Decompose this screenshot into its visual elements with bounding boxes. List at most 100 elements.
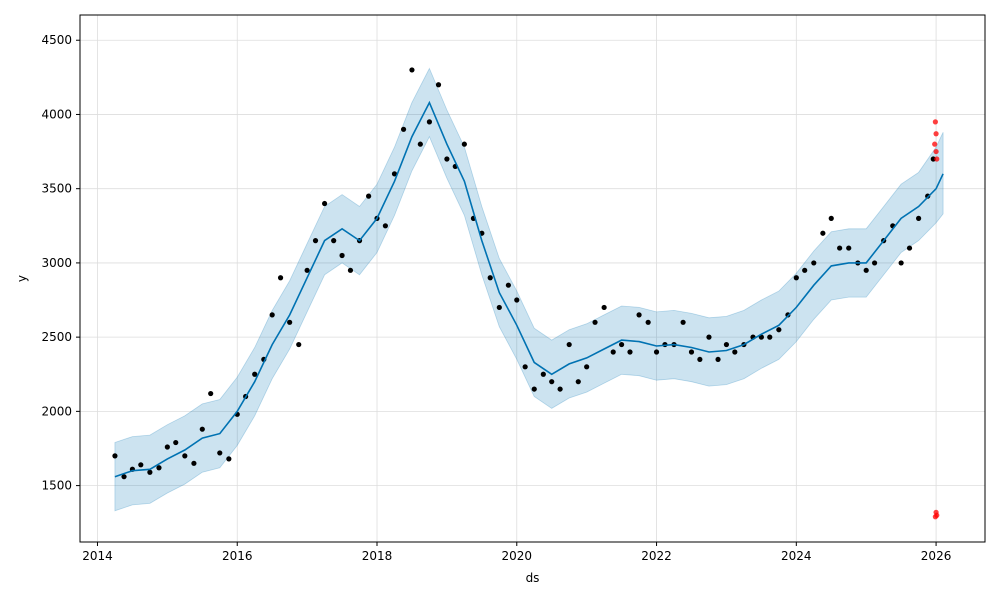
observed-point <box>514 297 520 303</box>
observed-point <box>645 319 651 325</box>
observed-point <box>400 126 407 132</box>
observed-point <box>680 319 686 325</box>
observed-point <box>505 282 511 288</box>
observed-point <box>121 474 127 480</box>
observed-point <box>191 460 197 466</box>
observed-point <box>208 390 214 397</box>
observed-point <box>837 245 843 251</box>
observed-point <box>601 304 607 311</box>
y-tick-label: 2000 <box>41 404 72 418</box>
observed-point <box>584 364 590 370</box>
observed-point <box>331 238 337 244</box>
observed-point <box>138 462 144 468</box>
observed-point <box>706 334 712 340</box>
observed-point <box>863 267 869 273</box>
observed-point <box>312 238 319 244</box>
y-tick-label: 4000 <box>41 107 72 121</box>
observed-point <box>820 230 826 236</box>
observed-point <box>461 141 467 147</box>
observed-point <box>811 260 817 266</box>
observed-point <box>557 386 563 392</box>
x-tick-label: 2014 <box>82 549 113 563</box>
y-tick-label: 2500 <box>41 330 72 344</box>
observed-point <box>846 245 852 251</box>
plot-frame <box>79 14 986 543</box>
x-tick-label: 2026 <box>921 549 952 563</box>
observed-point <box>653 349 660 355</box>
observed-point <box>540 371 546 377</box>
observed-point <box>296 341 302 348</box>
observed-point <box>732 349 738 355</box>
x-tick-label: 2016 <box>222 549 253 563</box>
observed-point <box>182 453 188 459</box>
x-tick-label: 2018 <box>362 549 393 563</box>
observed-point <box>366 193 372 199</box>
uncertainty-band <box>114 67 944 512</box>
observed-point <box>226 456 232 462</box>
uncertainty-band-area <box>114 67 944 512</box>
y-tick-label: 4500 <box>41 33 72 47</box>
outlier-point <box>932 141 938 147</box>
observed-point <box>347 267 354 273</box>
observed-point <box>156 465 162 471</box>
observed-point <box>217 450 223 456</box>
observed-point <box>636 312 642 318</box>
observed-point <box>549 379 555 385</box>
observed-point <box>566 341 572 348</box>
observed-point <box>252 371 258 377</box>
outlier-point <box>933 131 939 137</box>
y-tick-label: 3000 <box>41 256 72 270</box>
outlier-point <box>934 512 940 518</box>
x-axis-ticks: 2014 2016 2018 2020 2022 2024 2026 <box>82 542 951 563</box>
observed-point <box>287 319 293 325</box>
observed-point <box>426 119 433 125</box>
y-axis-label: y <box>15 275 29 282</box>
observed-point <box>802 267 808 273</box>
observed-point <box>916 215 922 221</box>
observed-point <box>619 341 625 348</box>
y-axis-ticks: 1500 2000 2500 3000 3500 4000 4500 <box>41 33 80 493</box>
observed-point <box>715 356 721 363</box>
observed-point <box>321 200 328 207</box>
observed-point <box>199 426 205 432</box>
y-tick-label: 3500 <box>41 182 72 196</box>
observed-point <box>444 156 450 162</box>
observed-point <box>688 349 695 355</box>
observed-point <box>277 275 284 281</box>
observed-point <box>112 453 118 459</box>
x-axis-label: ds <box>526 571 540 585</box>
observed-point <box>575 379 581 385</box>
observed-point <box>522 364 528 370</box>
observed-point <box>487 275 493 281</box>
observed-point <box>435 82 442 88</box>
y-tick-label: 1500 <box>41 479 72 493</box>
x-tick-label: 2022 <box>641 549 672 563</box>
observed-point <box>627 349 633 355</box>
observed-point <box>767 334 773 340</box>
observed-point <box>391 171 398 177</box>
observed-point <box>906 245 913 251</box>
observed-point <box>173 439 179 446</box>
grid-lines <box>80 15 985 542</box>
outlier-point <box>933 148 939 155</box>
observed-point <box>723 341 730 348</box>
observed-point <box>610 349 616 355</box>
observed-point <box>592 319 598 325</box>
observed-point <box>793 275 799 281</box>
observed-point <box>531 386 537 392</box>
observed-point <box>697 356 703 363</box>
observed-point <box>164 444 170 450</box>
observed-point <box>269 312 275 318</box>
observed-point <box>828 215 834 221</box>
outlier-points <box>932 119 940 520</box>
outlier-point <box>932 119 938 125</box>
observed-point <box>898 260 904 266</box>
observed-point <box>382 223 388 229</box>
forecast-line-group <box>114 100 944 478</box>
x-tick-label: 2024 <box>781 549 812 563</box>
observed-point <box>871 260 878 266</box>
observed-point <box>304 267 310 273</box>
